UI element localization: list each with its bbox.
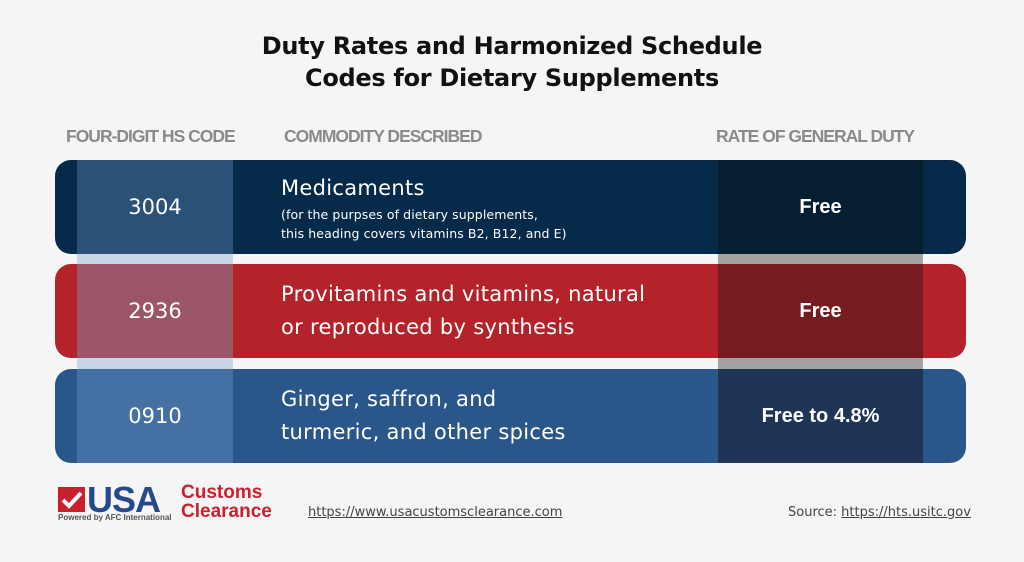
checkmark-icon: [58, 487, 85, 512]
duty-rate-cell: Free to 4.8%: [718, 369, 923, 463]
column-header-code: FOUR-DIGIT HS CODE: [66, 126, 236, 146]
hs-code-cell: 0910: [77, 369, 233, 463]
source-container: Source: https://hts.usitc.gov: [788, 505, 971, 520]
usa-customs-clearance-logo[interactable]: USA Powered by AFC International Customs…: [58, 479, 283, 525]
commodity-note-line-1: (for the purpses of dietary supplements,: [281, 206, 538, 222]
title-line-1: Duty Rates and Harmonized Schedule: [261, 32, 763, 60]
logo-customs-clearance: Customs Clearance: [181, 483, 272, 521]
logo-usa-text: USA: [87, 479, 161, 520]
hs-code-cell: 3004: [77, 160, 233, 254]
commodity-line-1: Provitamins and vitamins, natural: [281, 282, 646, 306]
website-link-container: https://www.usacustomsclearance.com: [308, 505, 562, 520]
column-header-commodity: COMMODITY DESCRIBED: [284, 126, 482, 146]
logo-powered-by: Powered by AFC International: [58, 513, 172, 522]
title-line-2: Codes for Dietary Supplements: [305, 64, 719, 92]
logo-clearance-text: Clearance: [181, 501, 272, 522]
hs-code-cell: 2936: [77, 264, 233, 358]
logo-customs-text: Customs: [181, 482, 263, 503]
commodity-cell: Medicaments (for the purpses of dietary …: [281, 160, 711, 254]
page-title: Duty Rates and Harmonized Schedule Codes…: [0, 30, 1024, 94]
commodity-line-2: turmeric, and other spices: [281, 420, 566, 444]
table-row-0910: 0910 Ginger, saffron, and turmeric, and …: [55, 369, 966, 463]
duty-rate-cell: Free: [718, 264, 923, 358]
commodity-cell: Ginger, saffron, and turmeric, and other…: [281, 369, 711, 463]
website-link[interactable]: https://www.usacustomsclearance.com: [308, 505, 563, 520]
commodity-note-line-2: this heading covers vitamins B2, B12, an…: [281, 225, 567, 241]
source-link[interactable]: https://hts.usitc.gov: [841, 505, 971, 520]
commodity-cell: Provitamins and vitamins, natural or rep…: [281, 264, 711, 358]
commodity-line-1: Ginger, saffron, and: [281, 387, 497, 411]
commodity-title: Medicaments: [281, 175, 425, 200]
commodity-line-2: or reproduced by synthesis: [281, 315, 575, 339]
table-row-2936: 2936 Provitamins and vitamins, natural o…: [55, 264, 966, 358]
column-header-rate: RATE OF GENERAL DUTY: [716, 126, 915, 146]
table-row-3004: 3004 Medicaments (for the purpses of die…: [55, 160, 966, 254]
duty-rate-cell: Free: [718, 160, 923, 254]
source-label: Source:: [788, 505, 838, 520]
